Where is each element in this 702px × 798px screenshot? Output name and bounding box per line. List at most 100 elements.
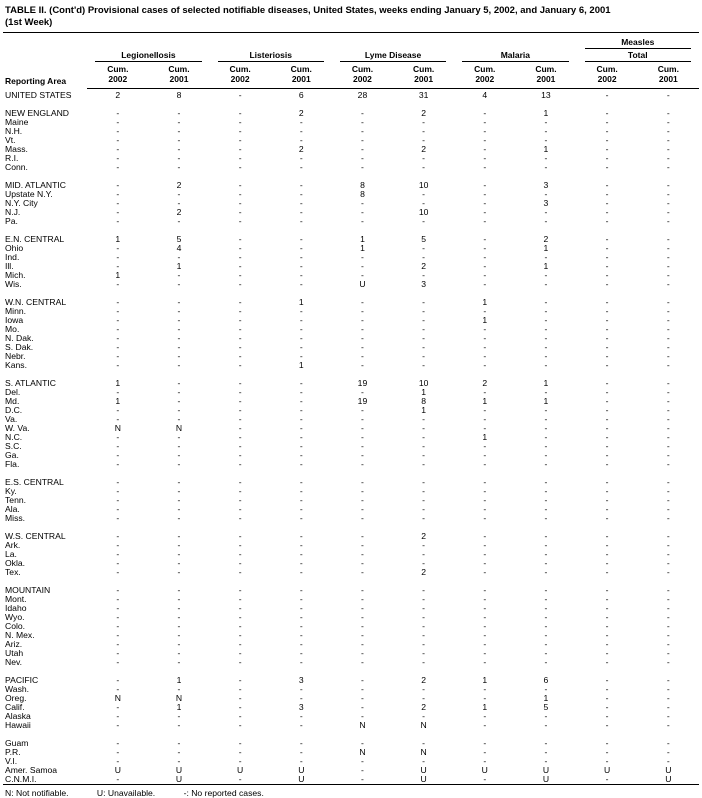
value-cell: - xyxy=(666,487,670,496)
column-header-legionellosis-cum-2002: Cum. 2002 xyxy=(87,62,149,89)
value-cell: - xyxy=(116,163,120,172)
value-cell: 19 xyxy=(357,379,368,388)
value-cell: - xyxy=(483,244,487,253)
table-title: TABLE II. (Cont'd) Provisional cases of … xyxy=(0,0,702,32)
value-cell: - xyxy=(544,658,548,667)
value-cell: - xyxy=(116,181,120,190)
table-row-v-i-: V.I. - - - - - - - - - - xyxy=(3,757,699,766)
value-cell: - xyxy=(299,415,303,424)
value-cell: - xyxy=(483,154,487,163)
value-cell: 2 xyxy=(176,208,182,217)
value-cell: - xyxy=(544,532,548,541)
value-cell: - xyxy=(177,451,181,460)
value-cell: - xyxy=(116,550,120,559)
value-cell: - xyxy=(422,163,426,172)
reporting-area-header: Reporting Area xyxy=(3,31,88,88)
reporting-area-cell: Md. xyxy=(5,397,20,406)
value-cell: 1 xyxy=(543,379,549,388)
value-cell: - xyxy=(605,595,609,604)
value-cell: 6 xyxy=(543,676,549,685)
value-cell: - xyxy=(177,712,181,721)
value-cell: - xyxy=(483,631,487,640)
value-cell: - xyxy=(299,136,303,145)
value-cell: - xyxy=(361,352,364,361)
reporting-area-cell: Miss. xyxy=(5,514,26,523)
value-cell: - xyxy=(666,424,670,433)
value-cell: - xyxy=(238,694,242,703)
reporting-area-cell: Amer. Samoa xyxy=(5,766,58,775)
value-cell: - xyxy=(361,604,364,613)
value-cell: - xyxy=(238,757,242,766)
value-cell: - xyxy=(422,550,426,559)
value-cell: 4 xyxy=(176,244,182,253)
value-cell: 31 xyxy=(418,90,429,100)
notifiable-diseases-table: Reporting Area Legionellosis Listeriosis… xyxy=(3,31,699,785)
value-cell: - xyxy=(361,514,364,523)
value-cell: - xyxy=(422,334,426,343)
value-cell: 2 xyxy=(421,145,426,154)
value-cell: 13 xyxy=(541,90,551,100)
value-cell: 1 xyxy=(298,361,304,370)
value-cell: - xyxy=(177,253,181,262)
value-cell: U xyxy=(542,775,550,784)
value-cell: - xyxy=(116,676,120,685)
reporting-area-cell: Ga. xyxy=(5,451,19,460)
table-row-ark-: Ark. - - - - - - - - - - xyxy=(3,541,699,550)
value-cell: - xyxy=(299,451,303,460)
table-row-va-: Va. - - - - - - - - - - xyxy=(3,415,699,424)
value-cell: - xyxy=(299,343,303,352)
column-header-listeriosis-cum-2001: Cum. 2001 xyxy=(270,62,332,89)
value-cell: - xyxy=(177,640,181,649)
value-cell: - xyxy=(299,748,303,757)
table-row-tenn-: Tenn. - - - - - - - - - - xyxy=(3,496,699,505)
reporting-area-cell: Ohio xyxy=(5,244,24,253)
value-cell: - xyxy=(299,316,303,325)
reporting-area-cell: La. xyxy=(5,550,17,559)
spacer-row xyxy=(3,172,699,181)
reporting-area-cell: Tex. xyxy=(5,568,21,577)
value-cell: 1 xyxy=(360,244,365,253)
value-cell: 1 xyxy=(543,397,549,406)
table-row-oreg-: Oreg. N N - - - - - 1 - - xyxy=(3,694,699,703)
value-cell: - xyxy=(483,352,487,361)
reporting-area-cell: Tenn. xyxy=(5,496,27,505)
value-cell: - xyxy=(422,685,426,694)
value-cell: 1 xyxy=(115,235,121,244)
value-cell: - xyxy=(177,433,181,442)
value-cell: 2 xyxy=(421,532,426,541)
value-cell: U xyxy=(237,766,244,775)
value-cell: - xyxy=(116,568,120,577)
value-cell: - xyxy=(116,514,120,523)
reporting-area-cell: Ark. xyxy=(5,541,21,550)
reporting-area-cell: Calif. xyxy=(5,703,25,712)
value-cell: - xyxy=(605,442,609,451)
table-row-wis-: Wis. - - - - U 3 - - - - xyxy=(3,280,699,289)
value-cell: 3 xyxy=(298,676,304,685)
value-cell: - xyxy=(238,190,242,199)
value-cell: 5 xyxy=(421,235,426,244)
value-cell: - xyxy=(422,631,426,640)
value-cell: - xyxy=(605,721,609,730)
group-header-lyme-disease: Lyme Disease xyxy=(331,31,455,63)
value-cell: - xyxy=(605,217,609,226)
value-cell: - xyxy=(483,127,487,136)
value-cell: - xyxy=(116,748,120,757)
table-row-w-s-central: W.S. CENTRAL - - - - - 2 - - - - xyxy=(3,532,699,541)
value-cell: 2 xyxy=(176,181,182,190)
value-cell: - xyxy=(422,487,426,496)
value-cell: - xyxy=(238,640,242,649)
value-cell: - xyxy=(666,271,670,280)
table-row-united-states: UNITED STATES 2 8-6 28 31 4 13- - xyxy=(3,88,699,100)
value-cell: - xyxy=(116,352,120,361)
value-cell: - xyxy=(238,163,242,172)
column-header-malaria-cum-2002: Cum. 2002 xyxy=(454,62,516,89)
value-cell: - xyxy=(422,217,426,226)
table-row-conn-: Conn. - - - - - - - - - - xyxy=(3,163,699,172)
value-cell: - xyxy=(544,406,548,415)
value-cell: - xyxy=(177,622,181,631)
spacer-cell xyxy=(3,667,699,676)
value-cell: - xyxy=(361,649,364,658)
value-cell: - xyxy=(605,649,609,658)
value-cell: - xyxy=(116,586,120,595)
value-cell: - xyxy=(238,685,242,694)
